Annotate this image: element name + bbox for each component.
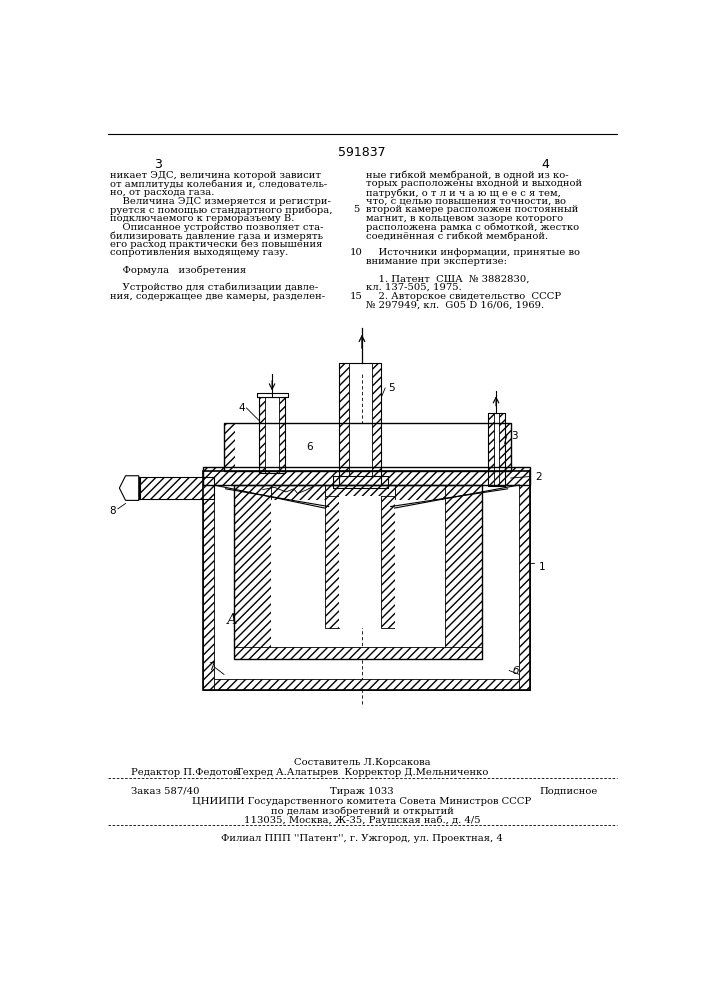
Text: 5: 5	[354, 205, 360, 214]
Text: 2: 2	[534, 472, 542, 482]
Bar	[333, 476, 387, 488]
Text: руется с помощью стандартного прибора,: руется с помощью стандартного прибора,	[110, 205, 332, 215]
Bar	[372, 363, 381, 485]
Bar	[126, 477, 140, 499]
Text: 7: 7	[208, 662, 214, 672]
Bar	[203, 679, 530, 690]
Bar	[499, 413, 505, 486]
Text: 3: 3	[154, 158, 162, 172]
Text: 4: 4	[238, 403, 245, 413]
Bar	[325, 485, 395, 496]
Text: ния, содержащее две камеры, разделен-: ния, содержащее две камеры, разделен-	[110, 292, 325, 301]
Text: расположена рамка с обмоткой, жестко: расположена рамка с обмоткой, жестко	[366, 223, 579, 232]
Text: 113035, Москва, Ж-35, Раушская наб., д. 4/5: 113035, Москва, Ж-35, Раушская наб., д. …	[244, 815, 480, 825]
Bar	[139, 477, 214, 499]
Text: но, от расхода газа.: но, от расхода газа.	[110, 188, 214, 197]
Text: никает ЭДС, величина которой зависит: никает ЭДС, величина которой зависит	[110, 171, 321, 180]
Text: что, с целью повышения точности, во: что, с целью повышения точности, во	[366, 197, 566, 206]
Text: Тираж 1033: Тираж 1033	[330, 787, 394, 796]
Bar	[234, 485, 482, 659]
Text: 8: 8	[109, 506, 115, 516]
Bar	[257, 393, 288, 397]
Text: его расход практически без повышения: его расход практически без повышения	[110, 240, 322, 249]
Bar	[203, 466, 530, 485]
Text: Филиал ППП ''Патент'', г. Ужгород, ул. Проектная, 4: Филиал ППП ''Патент'', г. Ужгород, ул. П…	[221, 834, 503, 843]
Bar	[339, 363, 381, 485]
Text: № 297949, кл.  G05 D 16/06, 1969.: № 297949, кл. G05 D 16/06, 1969.	[366, 300, 544, 309]
Text: Подписное: Подписное	[539, 787, 598, 796]
Text: кл. 137-505, 1975.: кл. 137-505, 1975.	[366, 283, 462, 292]
Bar	[259, 397, 265, 473]
Bar	[139, 477, 214, 499]
Text: подключаемого к герморазъему В.: подключаемого к герморазъему В.	[110, 214, 294, 223]
Bar	[519, 471, 530, 690]
Bar	[203, 471, 530, 690]
Bar	[489, 413, 505, 486]
Bar	[279, 397, 285, 473]
Text: Редактор П.Федотов: Редактор П.Федотов	[131, 768, 239, 777]
Text: 1. Патент  США  № 3882830,: 1. Патент США № 3882830,	[366, 274, 530, 283]
Bar	[339, 363, 349, 485]
Bar	[203, 466, 530, 485]
Text: Описанное устройство позволяет ста-: Описанное устройство позволяет ста-	[110, 223, 324, 232]
Bar	[445, 485, 482, 659]
Bar	[126, 477, 140, 499]
Text: Техред А.Алатырев  Корректор Д.Мельниченко: Техред А.Алатырев Корректор Д.Мельниченк…	[235, 768, 488, 777]
Text: патрубки, о т л и ч а ю щ е е с я тем,: патрубки, о т л и ч а ю щ е е с я тем,	[366, 188, 561, 198]
Bar	[333, 476, 387, 488]
Text: Устройство для стабилизации давле-: Устройство для стабилизации давле-	[110, 283, 318, 292]
Text: А: А	[226, 613, 237, 628]
Bar	[234, 647, 482, 659]
Text: 3: 3	[510, 431, 518, 441]
Bar	[257, 393, 288, 397]
Text: 4: 4	[542, 158, 549, 172]
Text: билизировать давление газа и измерять: билизировать давление газа и измерять	[110, 231, 323, 241]
Bar	[224, 423, 510, 471]
Polygon shape	[119, 476, 139, 500]
Bar	[235, 423, 500, 471]
Text: ЦНИИПИ Государственного комитета Совета Министров СССР: ЦНИИПИ Государственного комитета Совета …	[192, 797, 532, 806]
Bar	[395, 500, 445, 659]
Text: б: б	[513, 666, 519, 676]
Text: 591837: 591837	[338, 146, 386, 159]
Bar	[380, 485, 395, 628]
Text: Формула   изобретения: Формула изобретения	[110, 266, 246, 275]
Text: Величина ЭДС измеряется и регистри-: Величина ЭДС измеряется и регистри-	[110, 197, 331, 206]
Bar	[489, 413, 493, 486]
Text: 10: 10	[350, 248, 363, 257]
Bar	[234, 485, 271, 659]
Text: 5: 5	[388, 383, 395, 393]
Text: соединённая с гибкой мембраной.: соединённая с гибкой мембраной.	[366, 231, 548, 241]
Text: от амплитуды колебания и, следователь-: от амплитуды колебания и, следователь-	[110, 179, 327, 189]
Bar	[224, 423, 510, 471]
Text: магнит, в кольцевом зазоре которого: магнит, в кольцевом зазоре которого	[366, 214, 563, 223]
Bar	[259, 397, 285, 473]
Bar	[203, 471, 214, 690]
Text: Источники информации, принятые во: Источники информации, принятые во	[366, 248, 580, 257]
Bar	[234, 485, 482, 500]
Text: 15: 15	[350, 292, 363, 301]
Text: второй камере расположен постоянный: второй камере расположен постоянный	[366, 205, 578, 214]
Text: 2. Авторское свидетельство  СССР: 2. Авторское свидетельство СССР	[366, 292, 561, 301]
Text: внимание при экспертизе:: внимание при экспертизе:	[366, 257, 507, 266]
Text: 6: 6	[306, 442, 312, 452]
Text: сопротивления выходящему газу.: сопротивления выходящему газу.	[110, 248, 288, 257]
Bar	[325, 485, 339, 628]
Text: 1: 1	[539, 562, 545, 572]
Text: по делам изобретений и открытий: по делам изобретений и открытий	[271, 806, 453, 816]
Bar	[339, 496, 380, 628]
Text: торых расположены входной и выходной: торых расположены входной и выходной	[366, 179, 582, 188]
Bar	[271, 500, 325, 659]
Text: Составитель Л.Корсакова: Составитель Л.Корсакова	[293, 758, 431, 767]
Text: ные гибкой мембраной, в одной из ко-: ные гибкой мембраной, в одной из ко-	[366, 171, 568, 180]
Text: Заказ 587/40: Заказ 587/40	[131, 787, 199, 796]
